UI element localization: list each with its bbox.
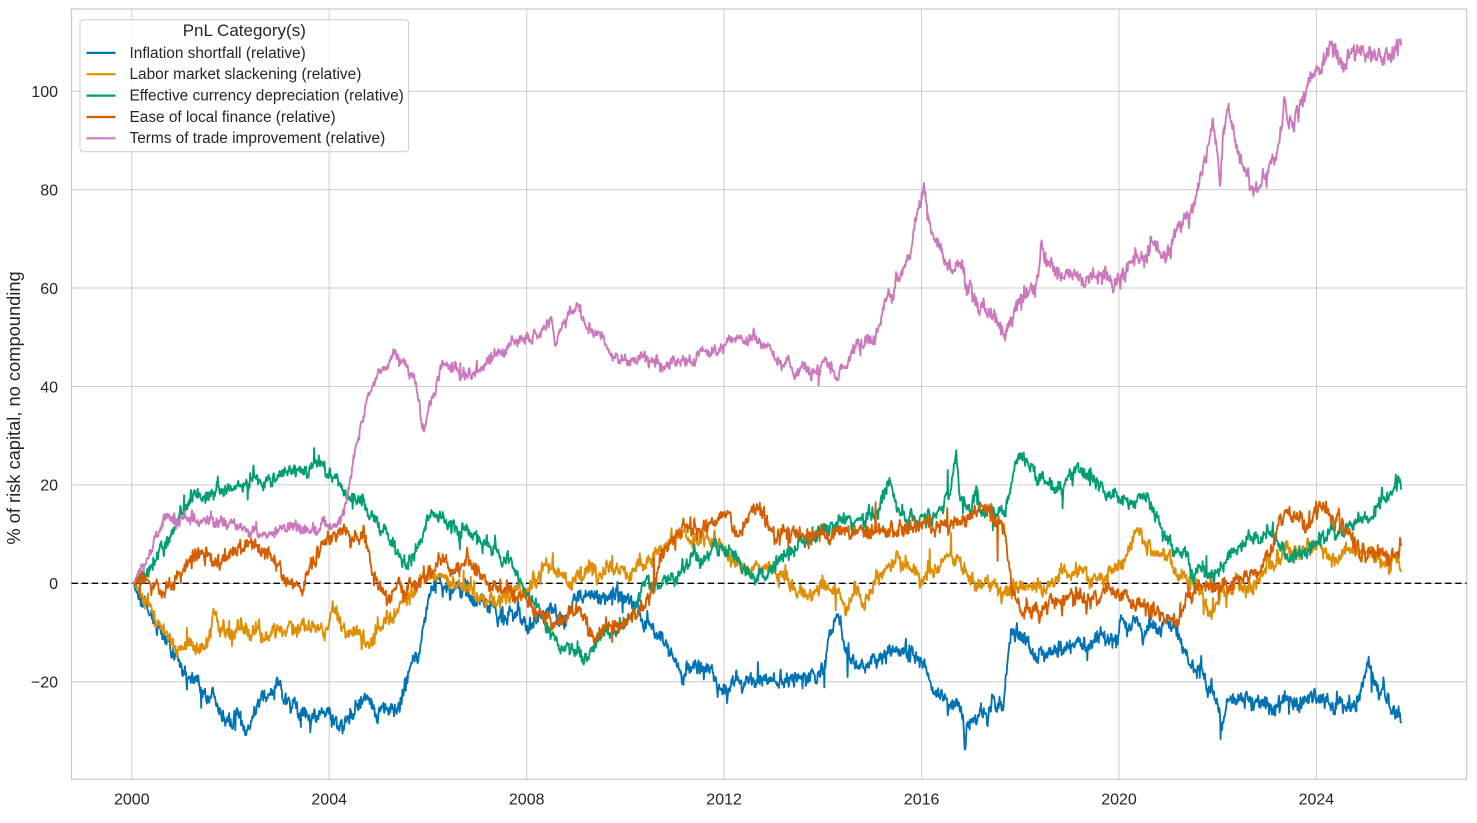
svg-text:% of risk capital, no compound: % of risk capital, no compounding [3,271,24,544]
svg-text:Labor market slackening (relat: Labor market slackening (relative) [130,66,362,83]
svg-text:Effective currency depreciatio: Effective currency depreciation (relativ… [130,88,404,105]
svg-text:2008: 2008 [509,792,545,809]
svg-text:2024: 2024 [1299,792,1335,809]
svg-text:PnL Category(s): PnL Category(s) [183,21,306,40]
svg-text:0: 0 [49,576,58,593]
svg-text:Ease of local finance (relativ: Ease of local finance (relative) [130,109,336,126]
svg-text:2012: 2012 [706,792,742,809]
svg-text:80: 80 [40,182,58,199]
svg-text:Terms of trade improvement (re: Terms of trade improvement (relative) [130,130,386,147]
svg-text:2004: 2004 [311,792,347,809]
svg-text:20: 20 [40,478,58,495]
svg-text:60: 60 [40,281,58,298]
svg-text:40: 40 [40,379,58,396]
svg-text:2016: 2016 [904,792,940,809]
svg-text:2000: 2000 [114,792,150,809]
svg-text:Inflation shortfall (relative): Inflation shortfall (relative) [130,45,306,62]
svg-text:−20: −20 [31,675,58,692]
svg-text:100: 100 [31,84,58,101]
svg-text:2020: 2020 [1101,792,1137,809]
